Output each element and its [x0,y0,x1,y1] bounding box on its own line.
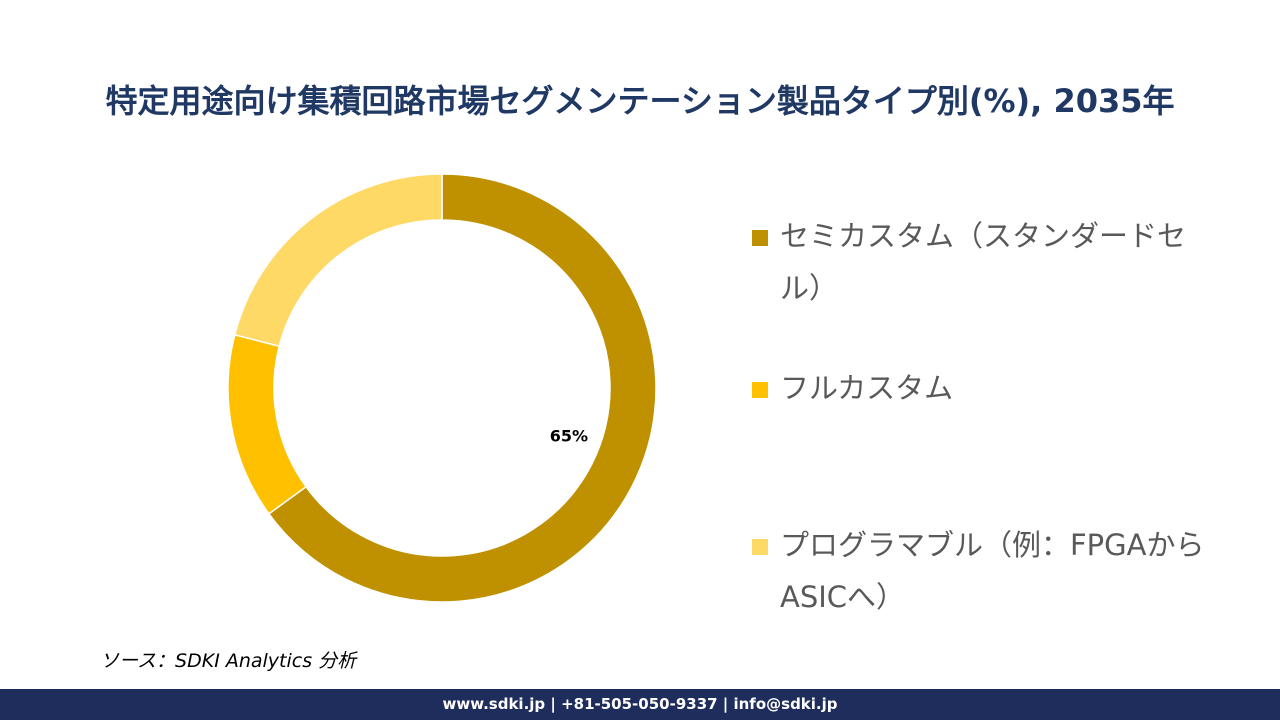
legend-swatch-full-custom [752,382,768,398]
donut-slice-semi-custom [267,173,657,603]
legend-label-semi-custom: セミカスタム（スタンダードセル） [780,219,1187,305]
legend-label-full-custom: フルカスタム [780,371,954,405]
data-label-semi-custom: 65% [550,427,588,446]
donut-slice-full-custom [227,333,308,515]
donut-slice-programmable [233,173,443,348]
legend-swatch-programmable [752,539,768,555]
source-note: ソース：SDKI Analytics 分析 [100,650,357,672]
footer-bar: www.sdki.jp | +81-505-050-9337 | info@sd… [0,689,1280,720]
legend-label-programmable: プログラマブル（例：FPGAからASICへ） [780,528,1205,614]
legend-swatch-semi-custom [752,230,768,246]
chart-title: 特定用途向け集積回路市場セグメンテーション製品タイプ別(%), 2035年 [105,82,1175,120]
